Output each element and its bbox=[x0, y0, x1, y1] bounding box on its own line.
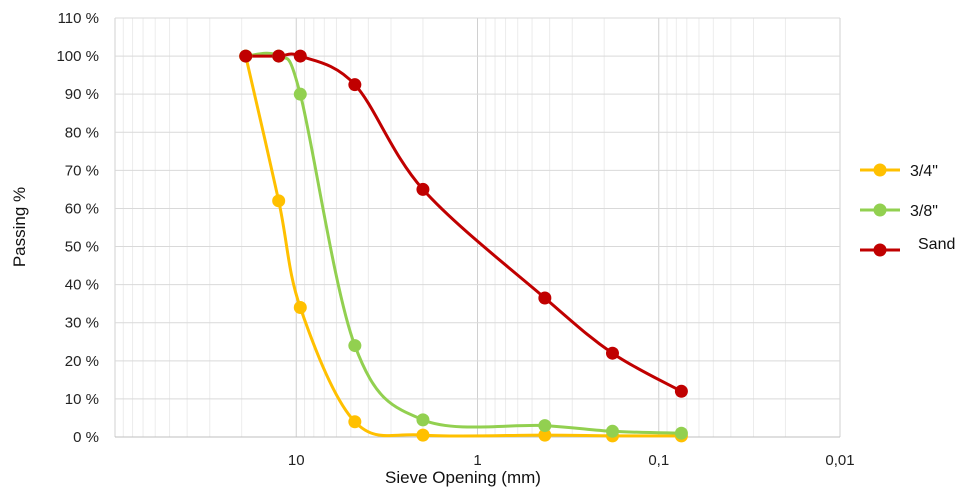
legend-label: 3/8" bbox=[910, 203, 938, 220]
legend: 3/4" 3/8" Sand bbox=[860, 163, 955, 257]
x-tick-label: 1 bbox=[473, 452, 481, 469]
data-point bbox=[538, 419, 552, 433]
x-tick-label: 10 bbox=[288, 452, 305, 469]
data-point bbox=[605, 346, 619, 360]
x-tick-label: 0,01 bbox=[825, 452, 854, 469]
data-point bbox=[674, 384, 688, 398]
data-point bbox=[272, 49, 286, 63]
data-point bbox=[416, 413, 430, 427]
data-point bbox=[293, 300, 307, 314]
series-points bbox=[239, 49, 688, 443]
y-tick-label: 0 % bbox=[73, 429, 99, 446]
x-axis-ticks: 10 1 0,1 0,01 bbox=[288, 452, 855, 469]
y-tick-label: 80 % bbox=[65, 124, 99, 141]
y-tick-label: 50 % bbox=[65, 239, 99, 256]
legend-marker bbox=[873, 163, 887, 177]
y-tick-label: 90 % bbox=[65, 86, 99, 103]
data-point bbox=[674, 426, 688, 440]
series-lines bbox=[244, 51, 683, 438]
data-point bbox=[605, 424, 619, 438]
y-tick-label: 10 % bbox=[65, 391, 99, 408]
data-point bbox=[416, 182, 430, 196]
legend-marker bbox=[873, 243, 887, 257]
y-tick-label: 30 % bbox=[65, 315, 99, 332]
data-point bbox=[293, 49, 307, 63]
y-axis-ticks: 0 % 10 % 20 % 30 % 40 % 50 % 60 % 70 % 80 % 90 % 1… bbox=[56, 10, 99, 446]
data-point bbox=[416, 428, 430, 442]
y-tick-label: 100 % bbox=[56, 48, 99, 65]
data-point bbox=[348, 78, 362, 92]
data-point bbox=[348, 339, 362, 353]
series-line bbox=[245, 51, 682, 435]
data-point bbox=[272, 194, 286, 208]
y-tick-label: 110 % bbox=[58, 10, 99, 27]
y-tick-label: 70 % bbox=[65, 162, 99, 179]
legend-label: 3/4" bbox=[910, 163, 938, 180]
minor-gridlines bbox=[122, 18, 786, 437]
y-tick-label: 40 % bbox=[65, 277, 99, 294]
data-point bbox=[293, 87, 307, 101]
y-axis-label: Passing % bbox=[10, 187, 29, 267]
x-tick-label: 0,1 bbox=[648, 452, 669, 469]
y-tick-label: 20 % bbox=[65, 353, 99, 370]
legend-marker bbox=[873, 203, 887, 217]
series-line bbox=[245, 52, 683, 393]
data-point bbox=[239, 49, 253, 63]
x-axis-label: Sieve Opening (mm) bbox=[385, 468, 541, 487]
data-point bbox=[348, 415, 362, 429]
data-point bbox=[538, 428, 552, 442]
data-point bbox=[538, 291, 552, 305]
legend-label: Sand bbox=[918, 236, 955, 253]
y-tick-label: 60 % bbox=[65, 200, 99, 217]
